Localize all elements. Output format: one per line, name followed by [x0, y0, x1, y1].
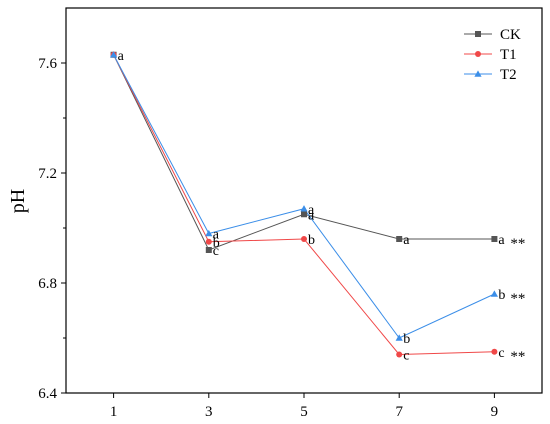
legend-label-t1: T1: [500, 47, 517, 63]
significance-annotation: **: [510, 349, 525, 365]
series-line-ck: [113, 54, 495, 251]
significance-letter: b: [403, 332, 410, 347]
data-point-t2: [395, 334, 403, 341]
data-point-t2: [490, 290, 498, 297]
data-point-ck: [491, 236, 498, 242]
legend-marker-t2: [474, 70, 482, 77]
significance-letter: c: [498, 346, 504, 361]
data-point-t1: [396, 351, 403, 358]
significance-letter: a: [118, 49, 125, 64]
significance-letter: b: [213, 236, 220, 251]
significance-letter: a: [498, 233, 505, 248]
data-point-ck: [396, 236, 403, 242]
legend-marker-ck: [475, 31, 481, 37]
data-point-t1: [205, 238, 212, 245]
data-point-t1: [301, 236, 307, 242]
significance-letter: c: [403, 349, 409, 364]
significance-letter: a: [308, 203, 315, 218]
y-tick-label: 6.8: [38, 276, 57, 292]
data-point-t2: [300, 205, 308, 212]
plot-frame: [65, 7, 543, 394]
significance-letter: a: [403, 233, 410, 248]
series-line-t1: [113, 54, 495, 356]
data-point-t2: [205, 229, 213, 237]
data-point-ck: [205, 247, 212, 253]
x-tick-label: 9: [491, 404, 499, 420]
x-tick-label: 1: [110, 404, 118, 420]
data-point-t1: [491, 348, 498, 355]
y-tick-label: 7.2: [38, 166, 57, 182]
series-line-t2: [113, 54, 495, 339]
significance-letter: a: [308, 208, 315, 223]
x-tick-label: 3: [205, 404, 213, 420]
legend-label-ck: CK: [500, 27, 521, 43]
x-tick-label: 7: [395, 404, 403, 420]
significance-letter: b: [308, 233, 315, 248]
y-tick-label: 7.6: [38, 56, 57, 72]
significance-letter: a: [213, 228, 220, 243]
data-point-t2: [110, 51, 118, 58]
x-tick-label: 5: [300, 404, 308, 420]
y-tick-label: 6.4: [38, 386, 57, 402]
significance-letter: b: [498, 288, 505, 303]
legend-label-t2: T2: [500, 67, 517, 83]
y-axis-label: pH: [7, 189, 29, 213]
legend: CK T1 T2: [464, 27, 521, 83]
data-point-ck: [301, 211, 307, 218]
significance-letter: c: [213, 244, 219, 259]
significance-annotation: **: [510, 291, 525, 307]
legend-marker-t1: [475, 51, 481, 57]
significance-annotation: **: [510, 236, 525, 252]
